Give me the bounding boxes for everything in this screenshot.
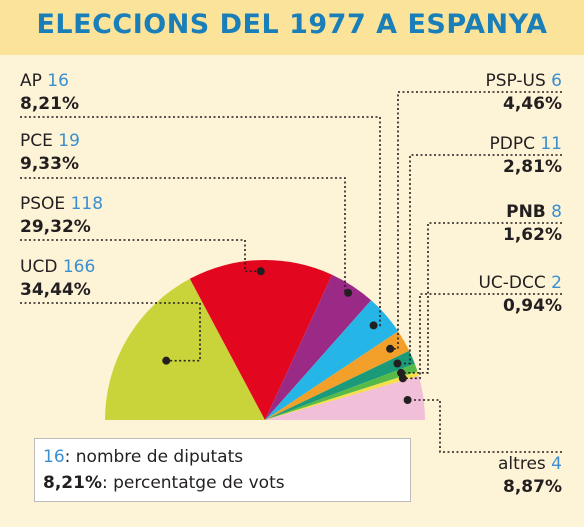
slice-psoe (189, 260, 333, 420)
label-psoe-pct: 29,32% (20, 217, 91, 237)
label-altres-seats: 4 (551, 454, 562, 474)
label-ucdcc-name: UC-DCC (478, 273, 546, 293)
dot-ap (369, 321, 378, 330)
chart-title: ELECCIONS DEL 1977 A ESPANYA (36, 9, 548, 40)
label-pnb-seats: 8 (551, 202, 562, 222)
leader-ucd (20, 302, 201, 362)
leader-altres (407, 399, 562, 453)
dot-pdpc (393, 359, 402, 368)
label-ucdcc-seats: 2 (551, 273, 562, 293)
title-band (0, 0, 584, 55)
label-pce: PCE 19 (20, 130, 80, 152)
label-pdpc-seats: 11 (540, 134, 562, 154)
legend-box: 16: nombre de diputats 8,21%: percentatg… (34, 438, 411, 502)
dot-psoe (256, 267, 265, 276)
label-pnb-name: PNB (506, 202, 546, 222)
dot-ucdcc (398, 374, 407, 383)
slice-pdpc (265, 350, 415, 420)
dot-ucd (162, 356, 171, 365)
slice-pspus (265, 331, 410, 420)
leader-psoe (20, 239, 261, 273)
label-pce-seats: 19 (58, 131, 80, 151)
dot-pce (344, 288, 353, 297)
label-pdpc: PDPC 11 (489, 133, 562, 155)
label-ap-name: AP (20, 71, 42, 91)
slice-pnb (265, 363, 418, 420)
label-ucd: UCD 166 (20, 256, 95, 278)
label-pspus-seats: 6 (551, 71, 562, 91)
legend-seats-row: 16: nombre de diputats (43, 447, 243, 467)
label-ap-seats: 16 (47, 71, 69, 91)
label-ucdcc: UC-DCC 2 (478, 272, 562, 294)
label-psoe-name: PSOE (20, 194, 66, 214)
label-psoe-seats: 118 (70, 194, 104, 214)
label-ucdcc-pct: 0,94% (503, 296, 562, 316)
legend-pct-example: 8,21% (43, 473, 102, 493)
label-pce-name: PCE (20, 131, 53, 151)
leader-pdpc (397, 154, 562, 365)
label-altres: altres 4 (498, 453, 562, 475)
label-ucd-name: UCD (20, 257, 58, 277)
label-ucd-seats: 166 (62, 257, 96, 277)
legend-pct-text: : percentatge de vots (101, 473, 285, 493)
label-pspus: PSP-US 6 (485, 70, 562, 92)
legend-seats-example: 16 (43, 447, 65, 467)
label-pnb: PNB 8 (506, 201, 562, 223)
leader-pnb (401, 222, 562, 374)
label-altres-name: altres (498, 454, 546, 474)
slice-ucd (105, 278, 265, 420)
dot-pspus (386, 344, 395, 353)
label-ucd-pct: 34,44% (20, 280, 91, 300)
slice-ucdcc (265, 371, 419, 420)
legend-seats-text: : nombre de diputats (64, 447, 244, 467)
label-pnb-pct: 1,62% (503, 225, 562, 245)
slice-ap (265, 300, 399, 420)
label-pce-pct: 9,33% (20, 154, 79, 174)
leader-ucdcc (402, 293, 562, 380)
label-ap: AP 16 (20, 70, 69, 92)
dot-altres (403, 396, 412, 405)
slice-altres (265, 375, 425, 420)
label-pspus-pct: 4,46% (503, 94, 562, 114)
label-psoe: PSOE 118 (20, 193, 103, 215)
legend-pct-row: 8,21%: percentatge de vots (43, 473, 285, 493)
label-ap-pct: 8,21% (20, 94, 79, 114)
label-altres-pct: 8,87% (503, 477, 562, 497)
label-pdpc-pct: 2,81% (503, 157, 562, 177)
label-pdpc-name: PDPC (489, 134, 535, 154)
label-pspus-name: PSP-US (485, 71, 546, 91)
slice-pce (265, 274, 372, 420)
